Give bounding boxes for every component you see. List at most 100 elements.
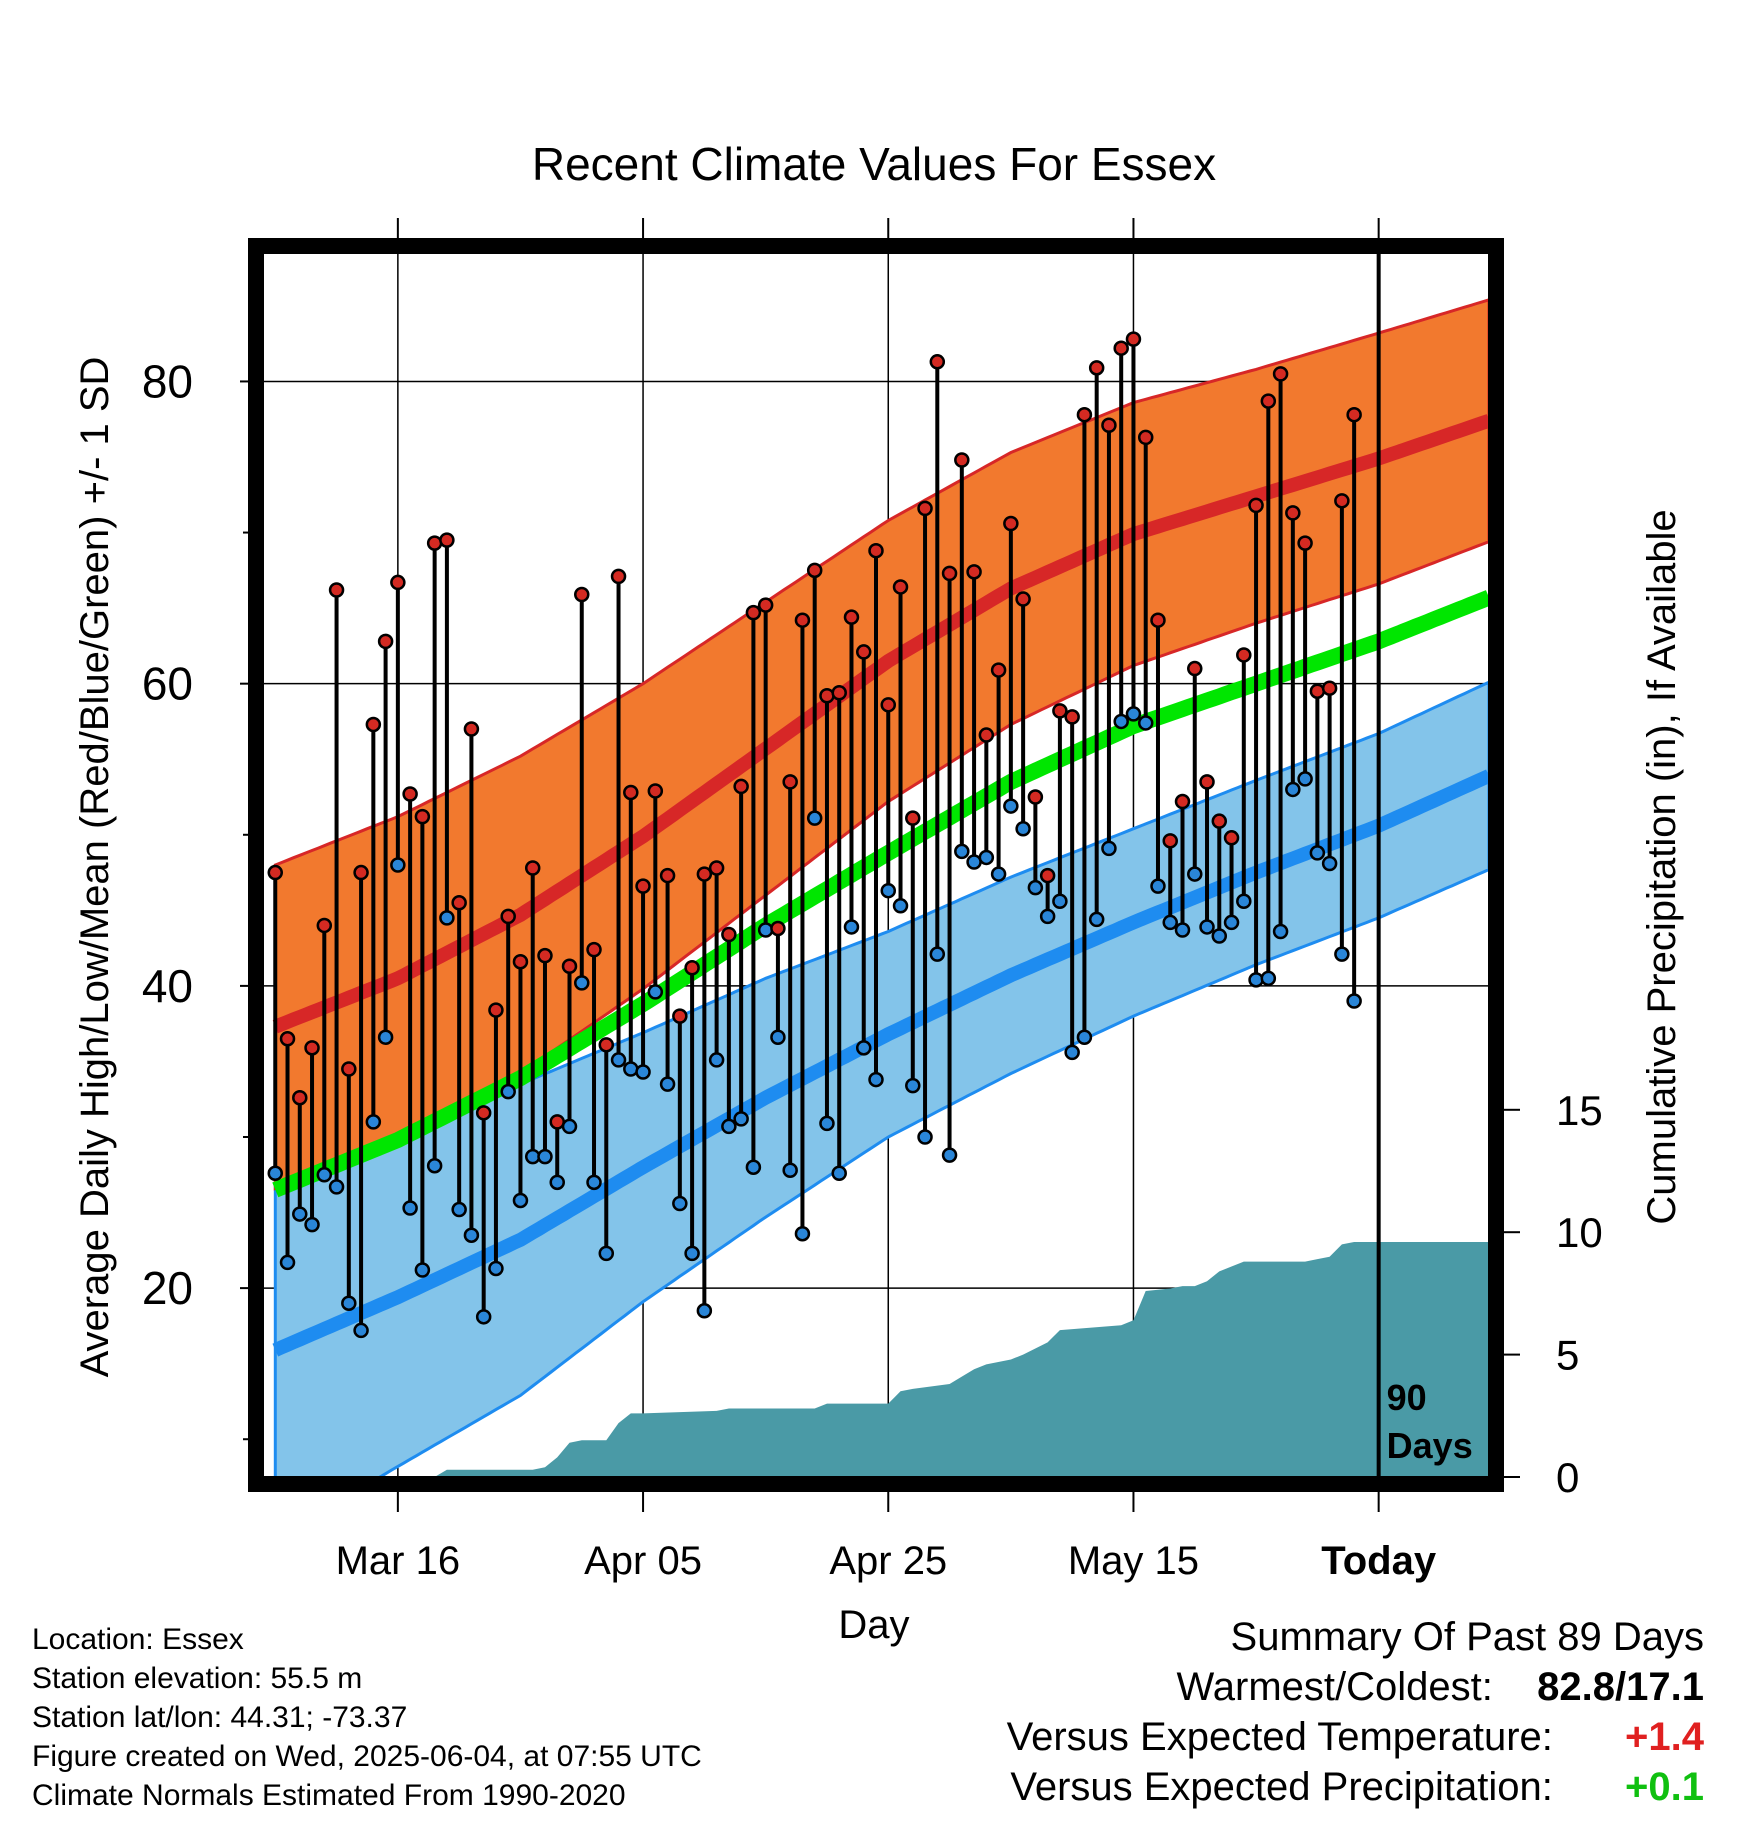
low-point-20 <box>512 1192 529 1209</box>
high-point-54 <box>929 354 946 370</box>
high-point-30 <box>635 878 651 894</box>
low-point-70 <box>1125 706 1142 722</box>
high-point-59 <box>990 662 1007 678</box>
low-point-5 <box>328 1179 345 1195</box>
low-point-63 <box>1039 908 1056 925</box>
x-tick-label-50: Apr 25 <box>829 1539 947 1583</box>
plot-frame <box>248 238 1504 1492</box>
x-tick-label-30: Apr 05 <box>584 1539 702 1583</box>
elevation-line: Station elevation: 55.5 m <box>32 1662 363 1695</box>
low-point-76 <box>1199 919 1215 935</box>
low-point-8 <box>365 1114 382 1130</box>
low-point-53 <box>917 1129 933 1145</box>
high-point-34 <box>684 960 700 976</box>
low-point-15 <box>451 1201 467 1218</box>
low-point-72 <box>1150 878 1166 894</box>
high-point-50 <box>880 697 897 713</box>
y-tick-label-60: 60 <box>142 658 193 710</box>
low-point-74 <box>1174 922 1191 938</box>
high-normal-line <box>272 414 1489 1034</box>
low-point-83 <box>1285 781 1301 798</box>
high-point-71 <box>1137 429 1154 446</box>
high-point-76 <box>1199 774 1215 790</box>
high-point-60 <box>1003 515 1019 532</box>
low-point-30 <box>635 1064 651 1080</box>
y2-axis-label: Cumulative Precipitation (in), If Availa… <box>1640 509 1684 1224</box>
warmest-coldest-value: 82.8/17.1 <box>1537 1665 1704 1709</box>
high-point-75 <box>1187 660 1203 677</box>
high-point-51 <box>892 579 909 595</box>
precip-label: Versus Expected Precipitation: <box>1010 1765 1553 1809</box>
low-point-73 <box>1162 914 1178 931</box>
high-point-73 <box>1162 833 1178 849</box>
high-point-83 <box>1285 505 1301 521</box>
low-point-34 <box>684 1245 700 1262</box>
low-point-17 <box>475 1309 492 1325</box>
high-point-55 <box>941 565 958 582</box>
high-point-81 <box>1260 393 1277 409</box>
high-point-5 <box>328 582 345 598</box>
low-point-49 <box>868 1071 884 1088</box>
low-point-75 <box>1187 866 1203 882</box>
low-point-71 <box>1137 715 1154 731</box>
x-axis-label: Day <box>838 1603 909 1647</box>
low-point-61 <box>1015 820 1031 837</box>
low-point-28 <box>610 1052 627 1068</box>
high-point-15 <box>451 895 467 911</box>
low-point-88 <box>1346 993 1362 1009</box>
y2-tick-label-0: 0 <box>1556 1454 1579 1501</box>
low-point-1 <box>279 1254 296 1271</box>
low-point-51 <box>892 898 909 914</box>
low-point-12 <box>414 1262 431 1278</box>
high-point-29 <box>623 784 639 801</box>
high-point-31 <box>647 783 664 799</box>
low-point-29 <box>623 1061 639 1077</box>
x-tick-label-90: Today <box>1321 1539 1437 1583</box>
low-point-78 <box>1223 914 1240 931</box>
high-point-13 <box>426 535 443 551</box>
high-point-70 <box>1125 331 1142 347</box>
high-point-69 <box>1113 340 1129 356</box>
high-point-58 <box>978 727 995 743</box>
normals-line: Climate Normals Estimated From 1990-2020 <box>32 1779 626 1812</box>
temp-label: Versus Expected Temperature: <box>1006 1715 1553 1759</box>
high-point-78 <box>1223 830 1240 846</box>
low-point-59 <box>990 866 1007 882</box>
low-point-67 <box>1088 911 1105 928</box>
low-point-32 <box>659 1076 676 1092</box>
high-point-86 <box>1321 680 1338 696</box>
low-point-13 <box>426 1157 443 1174</box>
high-point-48 <box>855 644 872 660</box>
low-point-9 <box>377 1029 394 1046</box>
warmest-coldest-label: Warmest/Coldest: <box>1176 1665 1493 1709</box>
high-point-25 <box>574 586 590 603</box>
high-point-26 <box>586 941 602 958</box>
low-point-3 <box>304 1216 320 1233</box>
high-point-84 <box>1297 535 1313 551</box>
precip-value: +0.1 <box>1625 1765 1704 1809</box>
low-point-23 <box>549 1174 565 1191</box>
low-point-55 <box>941 1147 958 1163</box>
high-point-68 <box>1101 417 1117 434</box>
low-point-77 <box>1211 928 1228 944</box>
high-point-37 <box>721 926 737 943</box>
y2-tick-label-10: 10 <box>1556 1209 1603 1256</box>
high-point-16 <box>463 721 480 737</box>
high-point-42 <box>782 774 798 790</box>
high-point-32 <box>659 867 676 884</box>
high-point-72 <box>1150 612 1166 628</box>
low-point-39 <box>745 1159 762 1175</box>
low-point-19 <box>500 1083 516 1100</box>
high-point-85 <box>1309 683 1326 699</box>
summary-temperature: Versus Expected Temperature: +1.4 <box>1007 1712 1704 1762</box>
low-normal-line <box>272 769 1489 1357</box>
high-point-79 <box>1236 647 1252 663</box>
low-point-52 <box>905 1077 921 1094</box>
high-point-10 <box>390 574 406 591</box>
high-point-35 <box>696 866 713 882</box>
high-point-22 <box>537 947 553 964</box>
low-point-31 <box>647 984 664 1000</box>
high-point-82 <box>1272 366 1289 382</box>
low-point-11 <box>402 1200 418 1216</box>
y2-tick-label-5: 5 <box>1556 1332 1579 1379</box>
